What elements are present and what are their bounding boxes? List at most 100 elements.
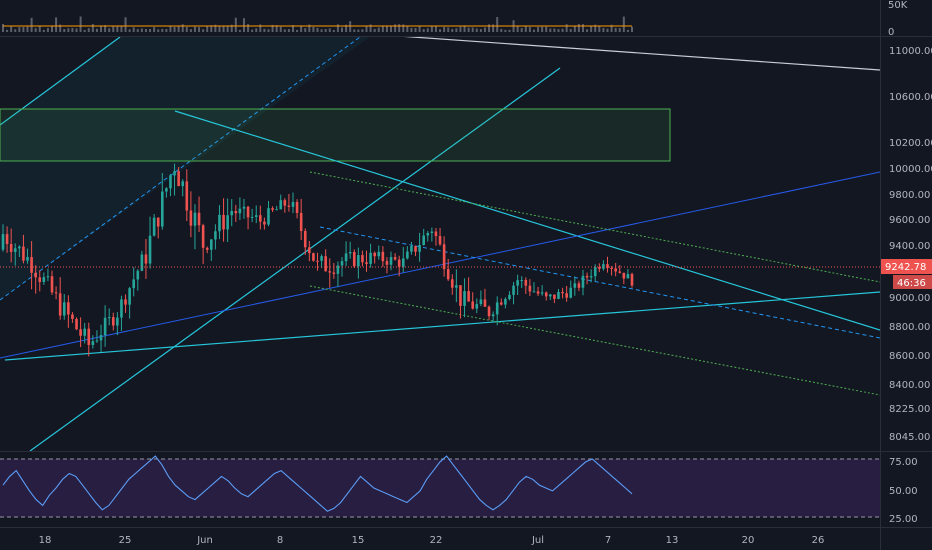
volume-bar xyxy=(234,17,237,32)
volume-bar xyxy=(434,25,437,32)
candle-body xyxy=(58,293,62,316)
candle-body xyxy=(369,252,372,264)
candle-body xyxy=(230,211,234,216)
volume-bar xyxy=(524,26,527,32)
volume-bar xyxy=(426,28,429,32)
price-axis[interactable]: 11000.00 10600.00 10200.00 10000.00 9800.00 9… xyxy=(889,46,932,443)
time-tick-label: 18 xyxy=(39,535,52,546)
volume-bar xyxy=(353,29,356,32)
main-price-pane[interactable]: 11000.00 10600.00 10200.00 10000.00 9800.00 9… xyxy=(0,34,932,451)
candle-body xyxy=(226,215,229,230)
volume-bar xyxy=(492,24,495,32)
volume-bar xyxy=(622,16,625,32)
candle-body xyxy=(71,314,74,319)
ascending-support-line[interactable] xyxy=(4,291,880,361)
white-trend-line[interactable] xyxy=(370,34,880,71)
green-channel-lower[interactable] xyxy=(309,285,880,396)
volume-bar xyxy=(83,29,86,32)
candle-body xyxy=(87,328,91,345)
volume-bar xyxy=(226,25,229,32)
volume-bar xyxy=(75,28,78,32)
volume-bar xyxy=(467,27,470,32)
volume-bar xyxy=(586,29,589,32)
blue-ascending-line[interactable] xyxy=(0,171,880,359)
volume-bar xyxy=(42,29,45,32)
volume-bar xyxy=(296,29,299,32)
candle-body xyxy=(254,215,258,217)
candle-body xyxy=(128,288,131,305)
candle-body xyxy=(26,257,29,261)
rsi-pane[interactable]: 75.00 50.00 25.00 xyxy=(0,455,918,525)
volume-bar xyxy=(304,28,307,32)
candle-body xyxy=(340,261,344,266)
volume-bar xyxy=(357,29,360,32)
volume-bar xyxy=(140,28,143,32)
candle-body xyxy=(344,253,348,262)
candle-body xyxy=(618,271,622,273)
candle-body xyxy=(34,272,37,278)
descending-trend-line[interactable] xyxy=(174,110,880,331)
volume-bar xyxy=(6,29,9,32)
channel-median-line[interactable] xyxy=(0,37,361,301)
volume-bar xyxy=(255,28,258,32)
candle-body xyxy=(401,258,405,267)
current-price-tag xyxy=(881,259,932,274)
candle-body xyxy=(626,273,630,279)
candle-body xyxy=(271,208,274,210)
volume-bar xyxy=(206,26,209,32)
volume-bar xyxy=(385,25,388,32)
volume-bar xyxy=(577,24,580,32)
price-tick-label: 10600.00 xyxy=(889,92,932,103)
time-tick-label: 26 xyxy=(812,535,825,546)
candle-body xyxy=(111,317,115,326)
channel-upper-line[interactable] xyxy=(0,37,121,126)
candle-body xyxy=(516,280,519,286)
time-axis[interactable]: 18 25 Jun 8 15 22 Jul 7 13 20 26 xyxy=(39,535,825,546)
resistance-zone[interactable] xyxy=(0,108,671,162)
candle-body xyxy=(152,217,156,236)
candle-body xyxy=(99,335,103,341)
volume-bar xyxy=(112,25,115,32)
volume-bar xyxy=(377,27,380,32)
green-channel-upper[interactable] xyxy=(309,171,880,283)
price-tick-label: 9000.00 xyxy=(889,293,930,304)
volume-bar xyxy=(316,27,319,32)
candle-body xyxy=(532,291,536,293)
candle-body xyxy=(508,294,511,300)
candle-body xyxy=(320,256,323,261)
volume-bar xyxy=(247,24,250,32)
volume-bar xyxy=(553,28,556,32)
volume-bar xyxy=(136,29,139,32)
volume-bar xyxy=(18,27,21,32)
time-tick-label: 7 xyxy=(605,535,611,546)
volume-bar xyxy=(71,27,74,32)
volume-bar xyxy=(328,28,331,32)
volume-bar xyxy=(455,28,458,32)
channel-lower-line[interactable] xyxy=(29,67,561,451)
candle-body xyxy=(544,292,548,297)
volume-bar xyxy=(381,25,384,32)
price-tick-label: 11000.00 xyxy=(889,46,932,57)
candle-body xyxy=(169,175,172,189)
volume-bar xyxy=(2,24,4,32)
volume-bar xyxy=(341,27,344,32)
volume-bar xyxy=(626,29,629,32)
candle-body xyxy=(291,201,295,207)
volume-bar xyxy=(128,29,131,32)
candle-body xyxy=(361,255,364,263)
candle-body xyxy=(357,255,360,267)
candle-body xyxy=(463,291,466,306)
volume-bar xyxy=(22,27,25,32)
candle-body xyxy=(218,214,221,232)
candle-body xyxy=(250,216,254,218)
time-tick-label: 13 xyxy=(666,535,679,546)
volume-bar xyxy=(520,28,523,32)
rsi-tick-label: 25.00 xyxy=(889,514,918,525)
candle-body xyxy=(124,299,127,305)
volume-bar xyxy=(34,28,37,32)
volume-bar xyxy=(361,29,364,32)
volume-bar xyxy=(598,25,601,32)
volume-bar xyxy=(402,24,405,32)
volume-bar xyxy=(373,28,376,32)
